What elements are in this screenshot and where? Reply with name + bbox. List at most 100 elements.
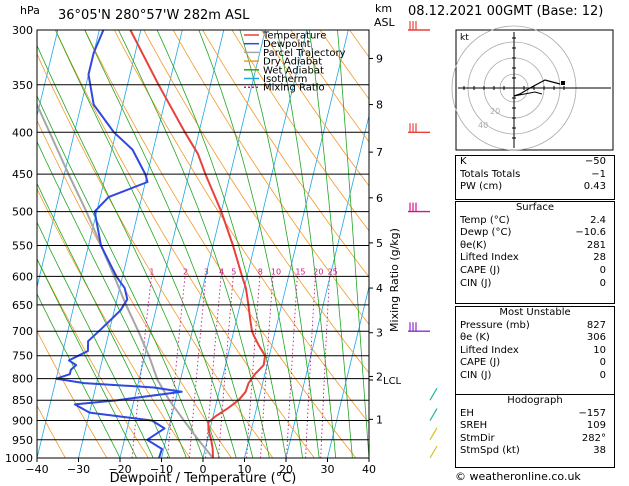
wet-adiabat-line <box>239 30 320 458</box>
table-row: Lifted Index 10 <box>456 345 614 358</box>
x-tick-label: −30 <box>67 463 90 476</box>
legend-entry: Parcel Trajectory <box>263 48 346 59</box>
row-value: 0 <box>599 264 606 276</box>
mixing-ratio-label: 10 <box>271 267 281 276</box>
wet-adiabat-line <box>156 30 287 458</box>
mixing-ratio-line <box>286 276 298 458</box>
x-tick-label: 10 <box>238 463 252 476</box>
table-row: PW (cm) 0.43 <box>456 181 614 194</box>
row-label: CIN (J) <box>460 369 492 381</box>
hodograph-ring-label: 40 <box>478 121 488 130</box>
table-row: SREH 109 <box>456 420 614 433</box>
pressure-tick-label: 500 <box>12 206 33 219</box>
x-tick-label: −40 <box>25 463 48 476</box>
copyright-text: © weatheronline.co.uk <box>455 470 581 483</box>
legend-entry: Dewpoint <box>263 39 311 50</box>
row-value: 827 <box>586 319 606 331</box>
table-row: EH −157 <box>456 408 614 421</box>
row-value: 281 <box>586 239 606 251</box>
hodograph-trace <box>513 79 561 97</box>
legend-entry: Wet Adiabat <box>263 65 324 76</box>
wind-barbs <box>408 21 438 459</box>
table-row: K −50 <box>456 156 614 169</box>
km-tick-label: 5 <box>376 237 383 250</box>
mixing-ratio-line <box>217 276 234 458</box>
indices-table: K −50 Totals Totals −1 PW (cm) 0.43 <box>455 155 615 200</box>
row-label: StmDir <box>460 432 495 444</box>
location-title: 36°05'N 280°57'W 282m ASL <box>58 8 250 23</box>
pressure-tick-label: 450 <box>12 168 33 181</box>
isotherm-line <box>37 30 142 458</box>
mixing-ratio-label: 2 <box>183 267 188 276</box>
dry-adiabat-line <box>114 30 369 424</box>
table-row: Dewp (°C) −10.6 <box>456 227 614 240</box>
table-row: θe(K) 281 <box>456 240 614 253</box>
hodograph-storm-motion <box>513 91 543 97</box>
x-tick-label: 40 <box>362 463 376 476</box>
row-label: Totals Totals <box>460 168 521 180</box>
x-tick-label: −10 <box>150 463 173 476</box>
legend-entry: Dry Adiabat <box>263 57 322 68</box>
pressure-tick-label: 950 <box>12 434 33 447</box>
wet-adiabat-line <box>55 30 237 458</box>
row-value: 10 <box>593 344 606 356</box>
wet-adiabat-line <box>337 30 369 458</box>
mixing-ratio-label: 4 <box>219 267 224 276</box>
wind-barb <box>429 445 438 459</box>
km-tick-label: 2 <box>376 370 383 383</box>
dry-adiabat-line <box>37 404 66 458</box>
row-value: −157 <box>578 407 606 419</box>
row-value: −10.6 <box>575 227 606 239</box>
pressure-tick-label: 600 <box>12 270 33 283</box>
mixing-ratio-line <box>205 276 222 458</box>
km-tick-label: 3 <box>376 327 383 340</box>
dry-adiabat-line <box>231 30 369 232</box>
pressure-tick-label: 700 <box>12 325 33 338</box>
row-value: −1 <box>591 168 606 180</box>
mixing-ratio-line <box>320 276 330 458</box>
row-value: −50 <box>584 156 606 167</box>
pressure-tick-label: 850 <box>12 394 33 407</box>
hodograph-ring-label: 20 <box>490 107 500 116</box>
row-value: 0 <box>599 369 606 381</box>
row-label: CAPE (J) <box>460 357 501 369</box>
pressure-tick-label: 800 <box>12 373 33 386</box>
hodograph-table: Hodograph EH −157 SREH 109 StmDir 282° StmS… <box>455 394 615 468</box>
pressure-tick-label: 400 <box>12 126 33 139</box>
row-value: 0.43 <box>583 181 606 193</box>
date-title: 08.12.2021 00GMT (Base: 12) <box>408 4 604 19</box>
row-label: CAPE (J) <box>460 264 501 276</box>
row-value: 282° <box>581 432 606 444</box>
row-label: Pressure (mb) <box>460 319 530 331</box>
row-label: PW (cm) <box>460 181 503 193</box>
km-tick-label: 6 <box>376 192 383 205</box>
mixing-ratio-label: 8 <box>258 267 263 276</box>
dry-adiabat-line <box>202 30 369 278</box>
mixing-ratio-line <box>260 276 274 458</box>
table-row: Temp (°C) 2.4 <box>456 215 614 228</box>
x-tick-label: −20 <box>108 463 131 476</box>
row-label: Lifted Index <box>460 252 519 264</box>
legend-entry: Temperature <box>262 31 326 42</box>
x-axis-label: Dewpoint / Temperature (°C) <box>110 471 297 486</box>
pressure-tick-label: 900 <box>12 415 33 428</box>
row-label: StmSpd (kt) <box>460 445 520 457</box>
lcl-label: LCL <box>383 376 402 387</box>
wind-barb <box>429 387 438 401</box>
mixing-ratio-axis-label: Mixing Ratio (g/kg) <box>388 228 401 332</box>
table-row: CAPE (J) 0 <box>456 357 614 370</box>
mixing-ratio-label: 5 <box>231 267 236 276</box>
series-temperature <box>129 30 267 458</box>
isotherm-line <box>37 30 59 118</box>
mixing-ratio-line <box>131 276 152 458</box>
series-dewpoint <box>55 30 183 458</box>
km-tick-label: 9 <box>376 52 383 65</box>
pressure-tick-label: 1000 <box>5 452 33 465</box>
km-tick-label: 1 <box>376 413 383 426</box>
x-tick-label: 20 <box>279 463 293 476</box>
legend-entry: Isotherm <box>263 74 307 85</box>
pressure-tick-label: 750 <box>12 350 33 363</box>
row-value: 2.4 <box>590 214 606 226</box>
